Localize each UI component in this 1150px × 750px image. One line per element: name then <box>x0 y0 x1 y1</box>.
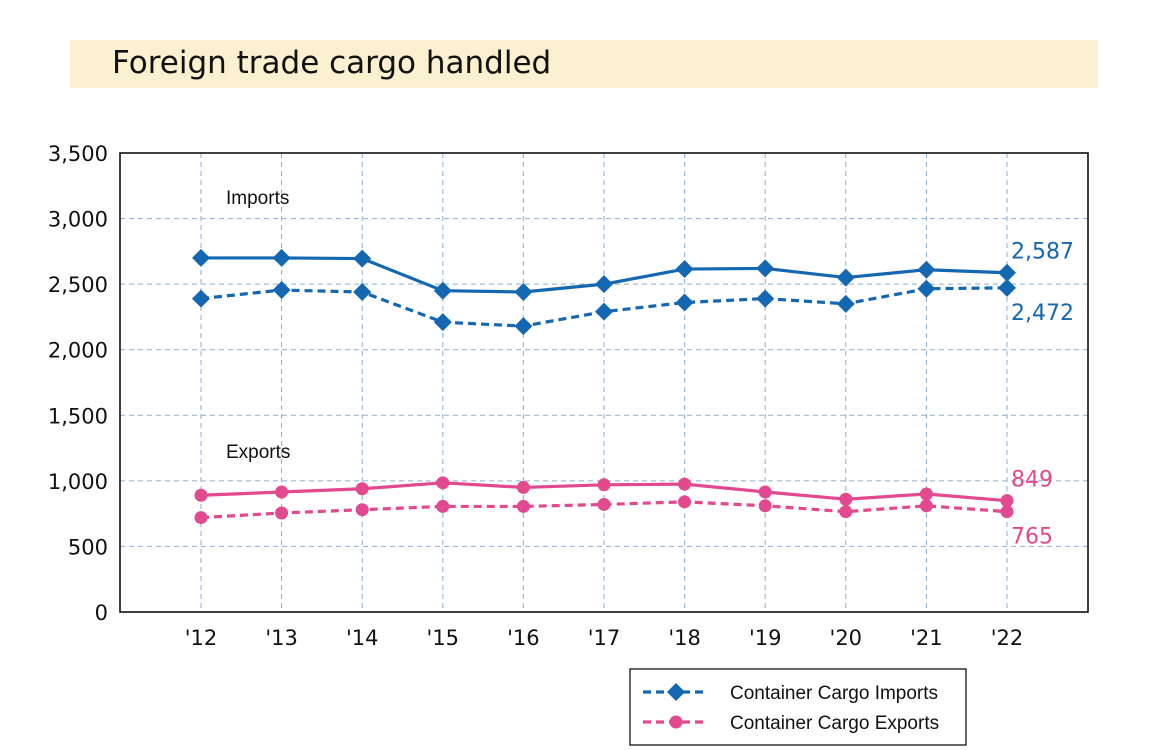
end-value-label: 2,587 <box>1011 240 1074 265</box>
imports-data-point <box>353 249 372 268</box>
exports-data-point <box>194 488 208 502</box>
imports-data-point <box>675 260 694 279</box>
exports-data-point <box>436 476 450 490</box>
gridlines <box>120 153 1088 612</box>
annotations: 2,587 2,472 849 765 Imports Exports <box>226 188 1074 550</box>
y-axis: 0 500 1,000 1,500 2,000 2,500 3,000 3,500 <box>48 142 108 625</box>
exports-data-point <box>194 511 208 525</box>
exports-data-point <box>516 480 530 494</box>
imports-data-point <box>353 283 372 302</box>
legend-marker <box>667 683 685 701</box>
legend: Container Cargo Imports Container Cargo E… <box>629 668 967 746</box>
imports-data-point <box>433 281 452 300</box>
exports-data-point <box>758 485 772 499</box>
legend-marker <box>669 715 683 729</box>
exports-data-point <box>678 495 692 509</box>
exports-data-point <box>516 499 530 513</box>
exports-data-point <box>355 503 369 517</box>
exports-group-label: Exports <box>226 442 290 463</box>
chart-title: Foreign trade cargo handled <box>112 45 552 81</box>
end-value-label: 2,472 <box>1011 301 1074 326</box>
x-tick-label: '13 <box>265 626 298 650</box>
legend-label: Container Cargo Imports <box>730 683 938 704</box>
imports-data-point <box>998 278 1016 297</box>
imports-data-point <box>917 279 936 298</box>
x-axis: '12 '13 '14 '15 '16 '17 '18 '19 '20 '21 '22 <box>185 626 1024 650</box>
x-tick-label: '15 <box>427 626 460 650</box>
imports-data-point <box>192 248 210 267</box>
exports-data-point <box>758 499 772 513</box>
exports-data-point <box>597 497 611 511</box>
imports-data-point <box>433 313 452 332</box>
y-tick-label: 2,500 <box>48 273 108 297</box>
x-tick-label: '17 <box>588 626 621 650</box>
y-tick-label: 0 <box>95 601 108 625</box>
exports-data-point <box>1000 494 1014 508</box>
x-tick-label: '18 <box>668 626 701 650</box>
legend-box <box>629 668 967 746</box>
exports-data-point <box>275 506 289 520</box>
imports-data-point <box>272 281 291 300</box>
imports-data-point <box>836 294 855 313</box>
exports-data-point <box>597 478 611 492</box>
y-tick-label: 3,000 <box>48 208 108 232</box>
series-lines <box>192 248 1016 525</box>
y-tick-label: 500 <box>68 535 108 559</box>
legend-label: Container Cargo Exports <box>730 713 939 734</box>
exports-data-point <box>919 487 933 501</box>
exports-data-point <box>919 499 933 513</box>
imports-data-point <box>192 289 210 308</box>
x-tick-label: '22 <box>991 626 1024 650</box>
imports-data-point <box>998 263 1016 282</box>
imports-group-label: Imports <box>226 188 289 209</box>
imports-data-point <box>595 275 613 294</box>
imports-data-point <box>272 248 291 267</box>
exports-data-point <box>839 492 853 506</box>
exports-data-point <box>275 485 289 499</box>
y-tick-label: 1,000 <box>48 470 108 494</box>
x-tick-label: '12 <box>185 626 218 650</box>
end-value-label: 765 <box>1011 525 1053 550</box>
end-value-label: 849 <box>1011 468 1053 493</box>
imports-data-point <box>514 317 533 336</box>
exports-data-point <box>1000 505 1014 519</box>
imports-data-point <box>756 259 775 278</box>
imports-data-point <box>917 260 936 279</box>
title-band: Foreign trade cargo handled <box>70 40 1098 88</box>
imports-data-point <box>595 302 613 321</box>
x-tick-label: '14 <box>346 626 379 650</box>
imports-data-point <box>675 293 694 312</box>
imports-data-point <box>756 289 775 308</box>
exports-data-point <box>678 477 692 491</box>
y-tick-label: 1,500 <box>48 404 108 428</box>
exports-data-point <box>839 505 853 519</box>
x-tick-label: '20 <box>830 626 863 650</box>
x-tick-label: '19 <box>749 626 782 650</box>
imports-data-point <box>514 283 533 302</box>
exports-data-point <box>436 499 450 513</box>
x-tick-label: '21 <box>910 626 943 650</box>
y-tick-label: 3,500 <box>48 142 108 166</box>
y-tick-label: 2,000 <box>48 339 108 363</box>
plot-frame <box>119 152 1089 613</box>
imports-data-point <box>836 268 855 287</box>
exports-data-point <box>355 482 369 496</box>
x-tick-label: '16 <box>507 626 540 650</box>
